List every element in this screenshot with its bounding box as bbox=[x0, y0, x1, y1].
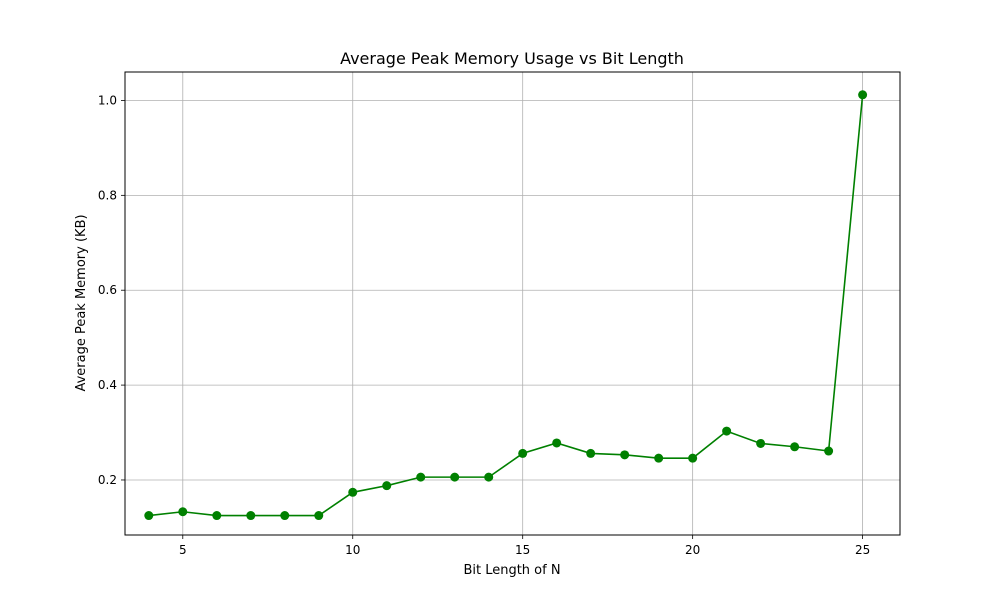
x-tick-label: 20 bbox=[685, 543, 700, 557]
data-point bbox=[382, 481, 392, 491]
x-axis-label: Bit Length of N bbox=[463, 563, 560, 578]
x-tick-label: 10 bbox=[345, 543, 360, 557]
axis-ticks: 5 10 15 20 25 0.2 0.4 0.6 0.8 1.0 bbox=[98, 93, 870, 557]
data-point bbox=[654, 453, 664, 463]
data-point bbox=[144, 511, 154, 521]
data-point bbox=[178, 507, 188, 517]
y-tick-label: 0.8 bbox=[98, 188, 117, 202]
data-point bbox=[246, 511, 256, 521]
data-point bbox=[620, 450, 630, 460]
data-point bbox=[518, 448, 528, 458]
data-point bbox=[552, 438, 562, 448]
data-point bbox=[450, 472, 460, 482]
data-point bbox=[280, 511, 290, 521]
data-point bbox=[212, 511, 222, 521]
data-point bbox=[824, 446, 834, 456]
data-point bbox=[756, 438, 766, 448]
plot-frame bbox=[124, 71, 901, 536]
grid bbox=[125, 72, 900, 535]
data-point bbox=[722, 426, 732, 436]
data-point bbox=[688, 453, 698, 463]
data-point bbox=[314, 511, 324, 521]
x-tick-label: 5 bbox=[179, 543, 187, 557]
data-point bbox=[790, 442, 800, 452]
data-point bbox=[348, 487, 358, 497]
x-tick-label: 15 bbox=[515, 543, 530, 557]
data-point bbox=[484, 472, 494, 482]
data-series bbox=[144, 90, 868, 521]
x-tick-label: 25 bbox=[855, 543, 870, 557]
series-line bbox=[148, 94, 864, 517]
y-axis-label: Average Peak Memory (KB) bbox=[74, 214, 89, 391]
data-point bbox=[858, 90, 868, 100]
chart-title: Average Peak Memory Usage vs Bit Length bbox=[340, 49, 684, 68]
y-tick-label: 1.0 bbox=[98, 93, 117, 107]
data-point bbox=[416, 472, 426, 482]
y-tick-label: 0.6 bbox=[98, 283, 117, 297]
data-point bbox=[586, 448, 596, 458]
y-tick-label: 0.2 bbox=[98, 473, 117, 487]
y-tick-label: 0.4 bbox=[98, 378, 117, 392]
